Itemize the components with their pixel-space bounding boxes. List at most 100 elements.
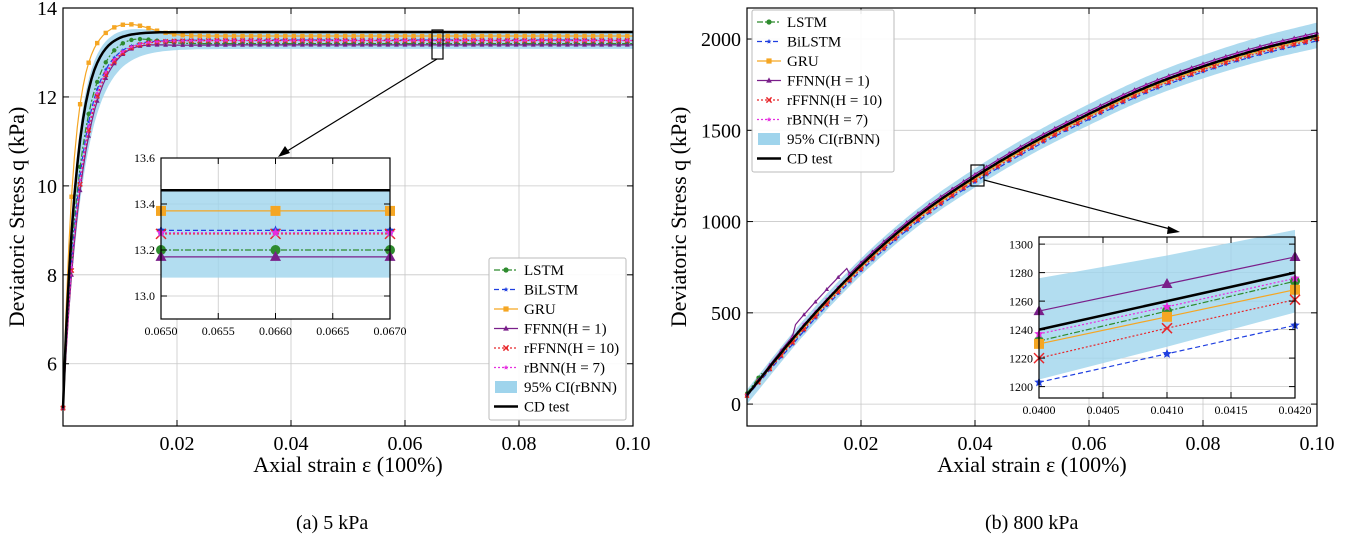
b-marker-BiLSTM [1087,117,1091,121]
a-inset-marker-rBNN [270,227,281,237]
b-marker-rFFNN-b [1132,93,1138,99]
b-marker-rFFNN [1063,126,1069,132]
b-marker-rFFNN-b [1109,103,1115,110]
a-marker-LSTM [129,37,134,43]
a-marker-BiLSTM [103,67,108,72]
a-marker-FFNN [616,42,622,47]
a-marker-rFFNN [103,72,109,78]
b-marker-GRU [995,162,1000,167]
b-marker-FFNN [824,286,829,291]
a-marker-rBNN [180,38,185,43]
b-marker-rFFNN-b [1189,71,1195,77]
b-marker-GRU [1109,103,1114,108]
a-marker-rFFNN-b [103,72,109,78]
a-marker-rBNN [351,38,356,43]
a-marker-GRU [231,33,237,39]
a-xtick-label: 0.02 [160,433,195,455]
a-marker-FFNN [163,42,169,47]
b-marker-BiLSTM [1041,140,1046,144]
b-marker-BiLSTM [1189,73,1194,78]
a-marker-rBNN [360,38,365,43]
a-marker-rBNN [291,38,296,43]
a-marker-GRU [582,33,587,39]
b-marker-BiLSTM [995,166,1000,170]
b-marker-rFFNN-b [949,192,955,198]
a-marker-GRU [462,33,468,39]
a-legend-marker-rFFNN-b [502,344,510,352]
b-inset-marker-rBNN [1162,301,1172,311]
a-marker-GRU [86,60,91,65]
a-marker-GRU [325,33,331,39]
b-marker-BiLSTM [847,280,852,284]
a-marker-FFNN [624,42,630,47]
b-marker-BiLSTM [1121,100,1126,105]
a-marker-FFNN [214,42,220,47]
a-marker-FFNN [411,42,416,47]
a-marker-LSTM [120,41,126,46]
a-marker-FFNN [445,42,451,47]
a-marker-FFNN [334,42,340,47]
caption-a: (a) 5 kPa [296,512,369,534]
b-legend-label: FFNN(H = 1) [787,74,870,90]
a-marker-LSTM [146,37,151,42]
a-inset-marker-LSTM [270,245,281,255]
b-xtick-label: 0.10 [1300,433,1335,455]
b-marker-GRU [1258,49,1262,54]
a-marker-GRU [428,33,433,39]
a-legend-box [488,257,627,421]
a-inset-marker-FFNN [270,250,281,261]
b-marker-rFFNN-b [812,313,818,319]
a-marker-rBNN [591,38,596,43]
a-marker-rBNN [120,49,125,54]
b-legend-marker-rBNN [766,116,772,122]
b-marker-rFFNN-b [1234,56,1240,62]
a-inset-xtick-label: 0.0665 [316,324,349,338]
a-marker-GRU [189,33,194,38]
a-ci-band [63,29,633,409]
a-marker-rBNN [625,38,630,43]
a-marker-rBNN [582,38,587,43]
a-legend-label: FFNN(H = 1) [524,322,607,338]
b-ylabel: Deviatoric Stress q (kPa) [666,107,691,328]
b-marker-BiLSTM [904,228,909,233]
b-marker-BiLSTM [790,342,795,346]
a-marker-GRU [334,33,339,39]
b-marker-GRU [1189,70,1194,75]
a-marker-GRU [283,33,288,39]
a-marker-rBNN [95,90,100,95]
a-inset-marker-GRU [270,205,281,216]
a-marker-rFFNN [111,58,118,65]
b-marker-rFFNN [995,163,1001,169]
b-marker-rFFNN-b [972,177,978,184]
a-marker-rBNN [573,38,579,43]
b-marker-FFNN [813,299,818,304]
b-marker-BiLSTM [813,316,818,320]
a-marker-GRU [137,23,143,28]
a-marker-rBNN [197,38,202,43]
a-marker-rBNN [343,38,348,43]
b-marker-rFFNN [1029,144,1035,150]
a-marker-rBNN [240,38,245,43]
a-marker-rBNN [103,70,108,74]
a-marker-FFNN [205,42,211,47]
b-marker-rFFNN [1234,56,1240,62]
b-marker-rFFNN [1280,44,1286,50]
a-marker-FFNN [505,42,511,47]
b-marker-GRU [1246,52,1251,57]
b-marker-rFFNN-b [847,277,853,283]
a-marker-GRU [146,25,151,31]
a-marker-FFNN [496,42,502,47]
a-marker-FFNN [317,42,322,47]
b-marker-rFFNN [1223,60,1229,66]
b-marker-rFFNN [1246,53,1252,59]
a-marker-GRU [171,32,177,37]
a-marker-GRU [342,33,348,39]
a-marker-FFNN [351,42,357,47]
a-legend-marker-rFFNN [502,344,510,352]
a-marker-rBNN [206,38,211,43]
b-inset-ytick-label: 1300 [1009,237,1033,251]
b-marker-rFFNN [1303,39,1309,45]
b-marker-BiLSTM [984,173,989,177]
a-marker-FFNN [599,42,605,47]
b-marker-rFFNN-b [938,200,944,206]
